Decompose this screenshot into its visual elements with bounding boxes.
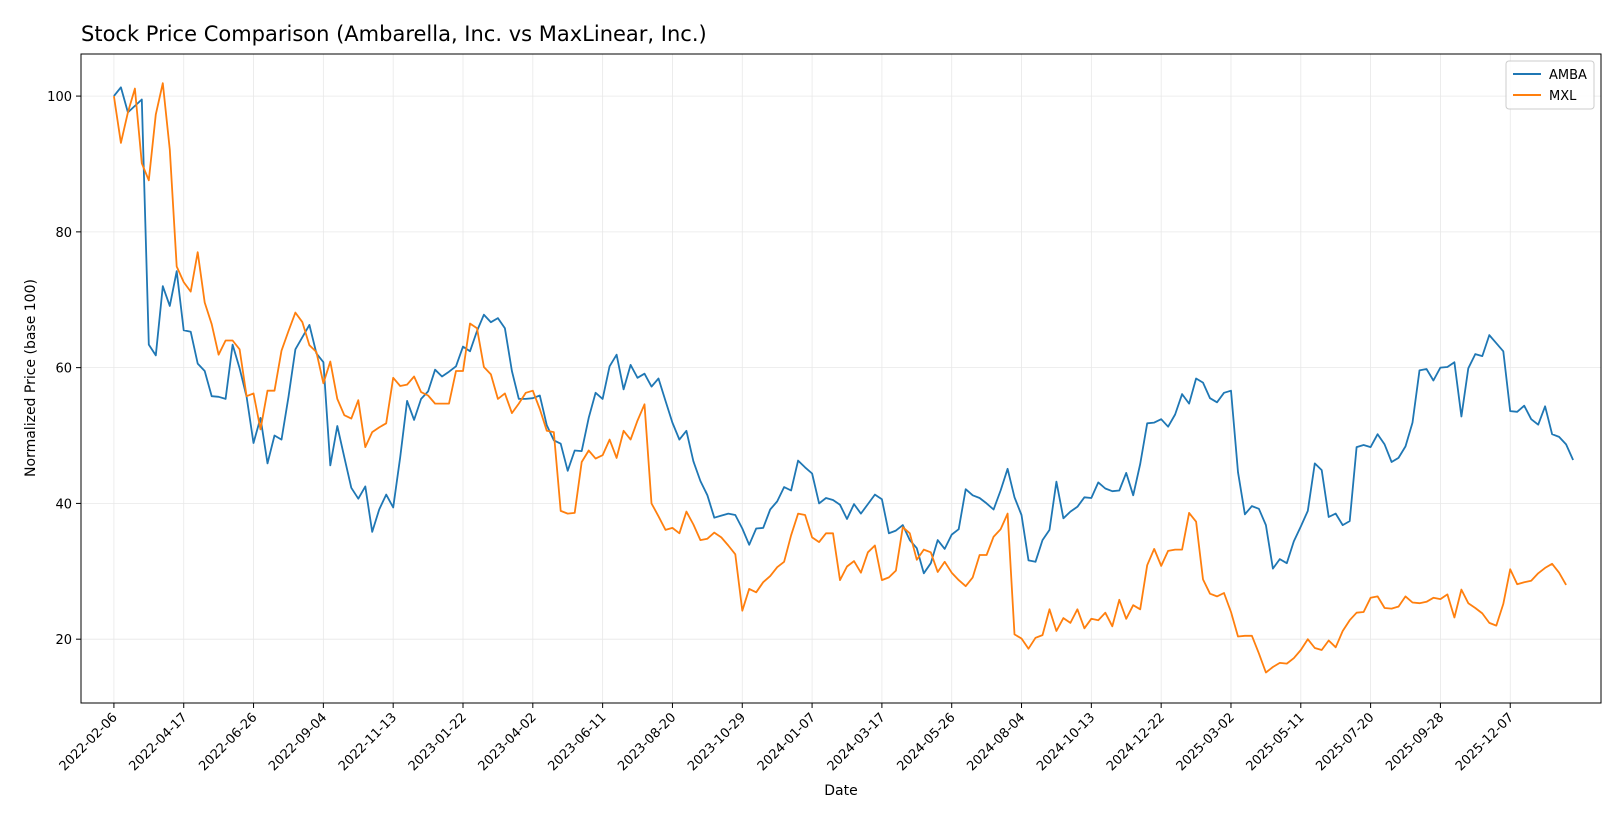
y-axis-label: Normalized Price (base 100) [23,279,39,477]
y-tick-label: 80 [55,226,72,241]
plot-area-frame [80,53,1602,704]
series-line-mxl [113,82,1567,674]
y-tick-label: 40 [55,497,72,512]
y-axis-ticks: 20 40 60 80 100 [47,90,81,648]
grid-lines [81,54,1601,703]
series-lines [113,82,1574,674]
chart-title: Stock Price Comparison (Ambarella, Inc. … [81,22,707,46]
legend: AMBA MXL [1505,60,1595,110]
y-tick-label: 100 [47,90,72,105]
legend-label-mxl: MXL [1549,89,1577,104]
series-line-amba [113,86,1574,575]
x-axis-label: Date [824,783,857,799]
y-tick-label: 20 [55,633,72,648]
y-tick-label: 60 [55,362,72,377]
legend-label-amba: AMBA [1549,68,1587,83]
